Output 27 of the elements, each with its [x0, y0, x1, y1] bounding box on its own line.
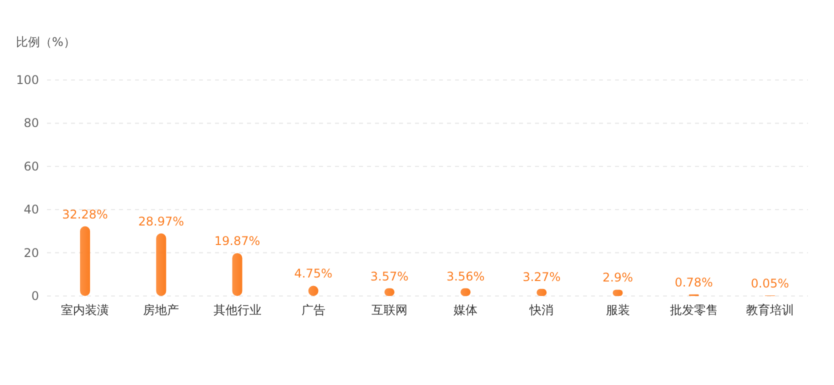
x-tick-label: 房地产: [143, 303, 180, 317]
x-tick-label: 其他行业: [213, 303, 262, 317]
y-axis-title: 比例（%）: [16, 35, 76, 49]
data-label: 3.57%: [370, 269, 409, 284]
y-tick-label: 0: [31, 289, 39, 303]
x-tick-label: 批发零售: [670, 303, 718, 317]
x-tick-label: 快消: [528, 303, 554, 317]
data-label: 0.05%: [750, 276, 790, 290]
data-label: 32.28%: [62, 207, 108, 222]
data-label: 3.56%: [446, 269, 485, 284]
y-tick-label: 40: [24, 202, 39, 217]
data-label: 0.78%: [674, 275, 713, 290]
x-tick-label: 服装: [606, 303, 630, 317]
x-tick-label: 教育培训: [746, 303, 794, 317]
data-label: 4.75%: [294, 266, 332, 281]
y-tick-label: 60: [24, 159, 39, 174]
data-label: 28.97%: [138, 214, 184, 228]
y-tick-label: 80: [24, 116, 39, 130]
y-tick-label: 20: [24, 246, 39, 260]
x-tick-label: 互联网: [371, 303, 408, 317]
data-label: 3.27%: [522, 270, 561, 284]
data-label: 2.9%: [602, 270, 633, 285]
x-tick-label: 室内装潢: [61, 303, 110, 317]
data-label: 19.87%: [214, 234, 260, 248]
x-tick-label: 媒体: [454, 303, 478, 317]
x-tick-label: 广告: [301, 303, 326, 317]
y-tick-label: 100: [16, 73, 39, 87]
